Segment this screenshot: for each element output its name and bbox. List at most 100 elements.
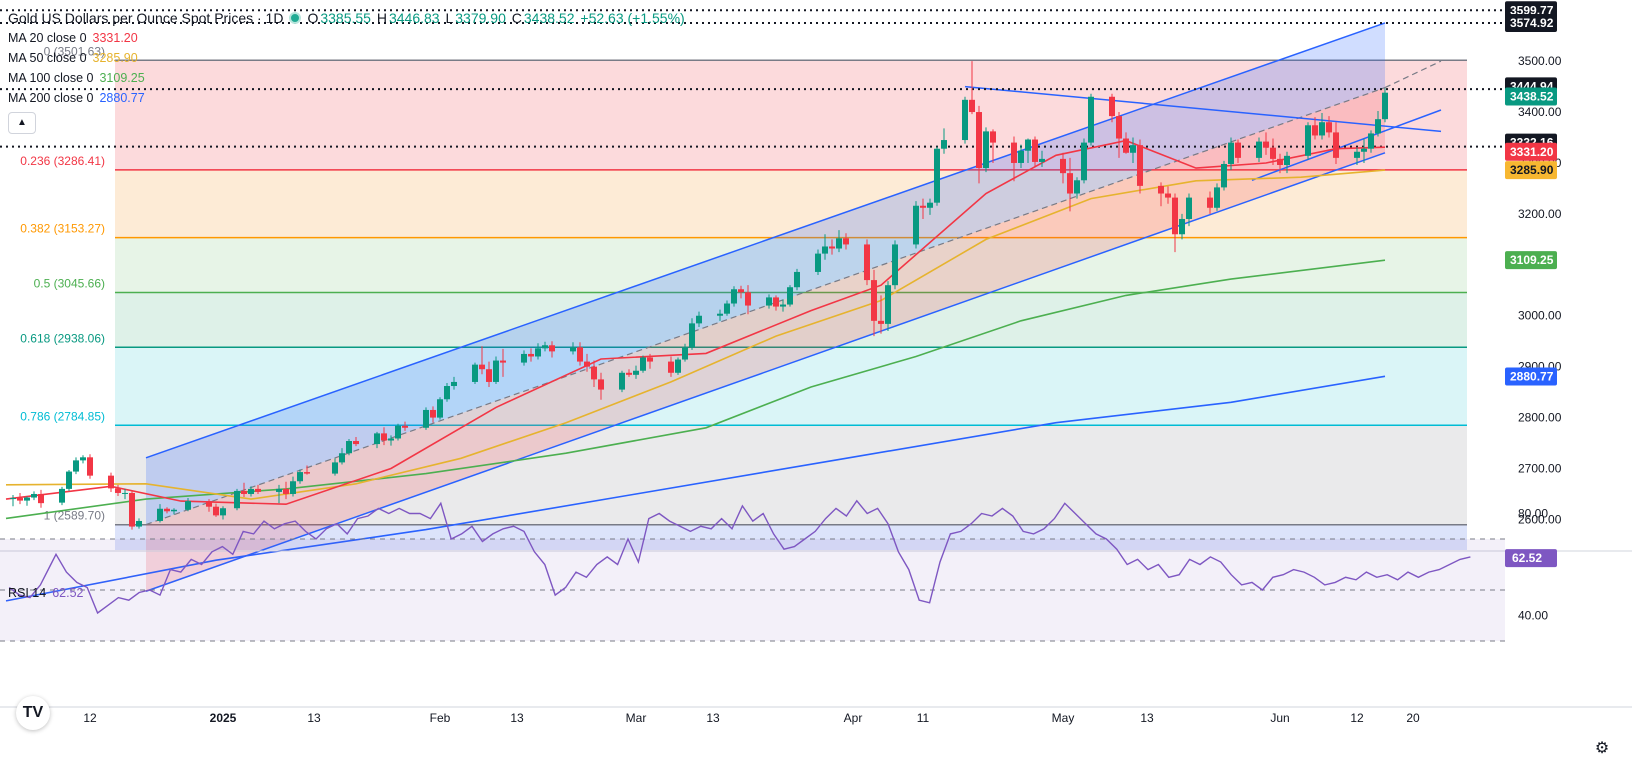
candle	[1081, 138, 1087, 184]
candle	[248, 486, 254, 497]
candle	[878, 295, 884, 334]
candle-body	[1032, 139, 1038, 162]
candle-body	[633, 370, 639, 375]
candle-body	[339, 453, 345, 463]
candle-body	[780, 304, 786, 307]
price-tick-label: 3200.00	[1518, 207, 1562, 221]
candle	[339, 448, 345, 465]
candle-body	[297, 472, 303, 482]
candle	[696, 311, 702, 327]
candle-body	[248, 488, 254, 494]
candle	[115, 484, 121, 497]
candle	[962, 96, 968, 144]
price-tick-label: 3500.00	[1518, 54, 1562, 68]
candle	[1277, 153, 1283, 174]
candle	[1172, 193, 1178, 253]
candle	[220, 506, 226, 520]
candle	[682, 343, 688, 362]
fib-level-label: 0.786 (2784.85)	[20, 409, 105, 423]
candle	[619, 370, 625, 393]
candle-body	[395, 425, 401, 439]
time-axis-label: 12	[83, 711, 97, 725]
candle	[290, 476, 296, 497]
symbol-title[interactable]: Gold US Dollars per Ounce Spot Prices · …	[8, 10, 284, 26]
candle-body	[10, 498, 16, 500]
ma200-line	[5, 375, 1386, 602]
time-axis-label: 13	[706, 711, 720, 725]
candle	[1032, 136, 1038, 168]
price-badge: 3574.92	[1505, 13, 1557, 32]
candle-body	[1312, 125, 1318, 136]
candle	[927, 198, 933, 215]
candle	[549, 341, 555, 358]
candle-body	[577, 347, 583, 362]
ma200-legend[interactable]: MA 200 close 0 2880.77	[8, 88, 687, 108]
candle	[381, 427, 387, 446]
candle-body	[171, 509, 177, 512]
fib-level-label: 0.236 (3286.41)	[20, 154, 105, 168]
candle	[332, 458, 338, 476]
rsi-legend[interactable]: RSI 14 62.52	[8, 586, 84, 600]
candle-body	[381, 433, 387, 441]
candle	[1361, 138, 1367, 163]
time-axis-label: 13	[1140, 711, 1154, 725]
candle	[486, 361, 492, 388]
price-badge-bg	[1505, 161, 1557, 180]
candle-body	[353, 441, 359, 445]
price-badge: 3438.52	[1505, 87, 1557, 106]
candle-body	[122, 492, 128, 494]
candle	[241, 482, 247, 498]
candle-body	[38, 493, 44, 504]
ohlc-values: O 3385.55 H 3446.83 L 3379.90 C 3438.52 +52.…	[307, 8, 686, 28]
candle-body	[717, 313, 723, 316]
candle-body	[1354, 151, 1360, 158]
legend-collapse-button[interactable]: ▲	[8, 112, 36, 134]
candle	[388, 435, 394, 446]
candle	[1214, 183, 1220, 211]
candle	[66, 470, 72, 491]
candle-body	[696, 315, 702, 324]
candle-body	[1368, 133, 1374, 149]
candle-body	[332, 462, 338, 474]
high-label: H	[376, 10, 387, 26]
gear-icon[interactable]: ⚙	[1594, 740, 1610, 757]
time-axis-label: 13	[510, 711, 524, 725]
time-axis-label: 2025	[210, 711, 237, 725]
rsi-tick-label: 40.00	[1518, 609, 1548, 623]
candle-body	[731, 289, 737, 304]
rsi-label: RSI 14	[8, 586, 47, 600]
candle	[766, 294, 772, 309]
candle	[941, 128, 947, 154]
candle-body	[1326, 122, 1332, 133]
candle-body	[1172, 197, 1178, 235]
rsi-badge-text: 62.52	[1512, 551, 1542, 565]
candle	[885, 281, 891, 332]
open-label: O	[307, 10, 319, 26]
candle	[668, 356, 674, 377]
ma50-legend[interactable]: MA 50 close 0 3285.90	[8, 48, 687, 68]
tradingview-logo[interactable]: TV	[16, 696, 50, 730]
ma100-legend[interactable]: MA 100 close 0 3109.25	[8, 68, 687, 88]
candle-body	[66, 471, 72, 489]
candle	[80, 455, 86, 464]
candle-body	[920, 205, 926, 208]
rsi-tick-label: 80.00	[1518, 507, 1548, 521]
price-badge-bg	[1505, 13, 1557, 32]
candle	[1228, 137, 1234, 171]
price-badge-text: 2880.77	[1510, 369, 1554, 383]
ma20-legend[interactable]: MA 20 close 0 3331.20	[8, 28, 687, 48]
candle	[717, 309, 723, 321]
candle-body	[1025, 139, 1031, 151]
time-axis-label: Mar	[626, 711, 647, 725]
candle-body	[1081, 142, 1087, 181]
chevron-up-icon: ▲	[17, 117, 27, 128]
candle-body	[1270, 147, 1276, 159]
candle-body	[738, 289, 744, 293]
price-badge-bg	[1505, 87, 1557, 106]
candle-body	[374, 433, 380, 445]
candle-body	[640, 357, 646, 371]
candle-body	[1011, 142, 1017, 163]
candle-body	[1319, 122, 1325, 136]
